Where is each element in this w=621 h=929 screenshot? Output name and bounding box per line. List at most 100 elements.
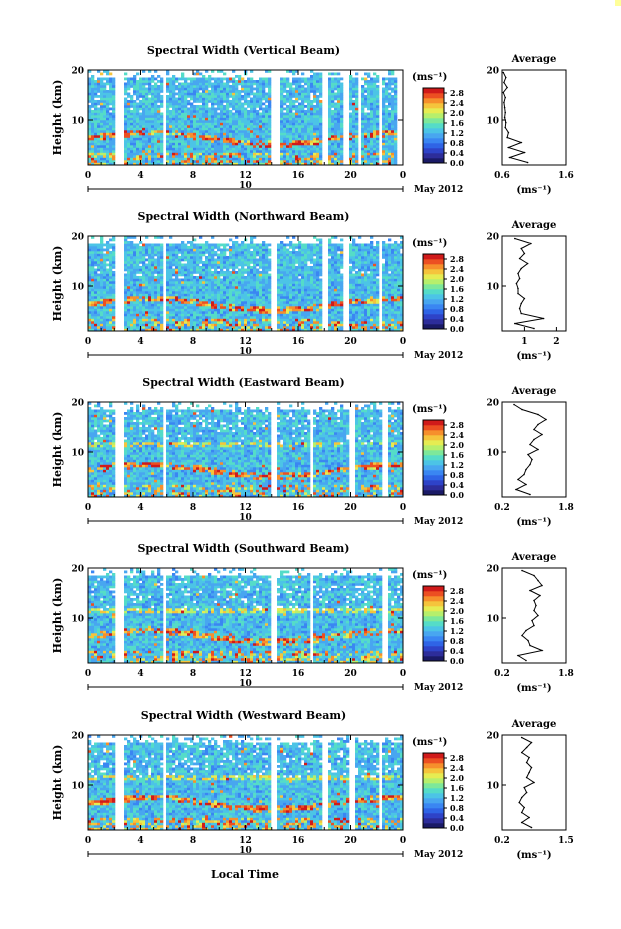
- heatmap-cell: [199, 122, 203, 126]
- heatmap-cell: [367, 80, 371, 83]
- heatmap-cell: [253, 145, 257, 148]
- heatmap-cell: [109, 72, 113, 76]
- heatmap-cell: [250, 132, 254, 136]
- heatmap-cell: [127, 246, 131, 249]
- heatmap-cell: [103, 137, 107, 141]
- heatmap-cell: [385, 100, 389, 103]
- heatmap-cell: [91, 236, 95, 239]
- heatmap-cell: [256, 157, 260, 161]
- heatmap-cell: [103, 276, 107, 279]
- heatmap-cell: [217, 273, 221, 277]
- heatmap-cell: [238, 95, 242, 98]
- heatmap-cell: [94, 117, 98, 121]
- heatmap-cell: [169, 95, 173, 98]
- heatmap-cell: [373, 77, 377, 81]
- heatmap-cell: [97, 291, 101, 294]
- heatmap-cell: [202, 268, 206, 272]
- heatmap-cell: [367, 147, 371, 151]
- heatmap-cell: [241, 286, 245, 289]
- heatmap-cell: [181, 77, 185, 81]
- heatmap-cell: [139, 281, 143, 284]
- heatmap-cell: [169, 162, 173, 166]
- heatmap-cell: [172, 125, 176, 128]
- heatmap-cell: [235, 100, 239, 103]
- heatmap-cell: [223, 326, 227, 329]
- heatmap-cell: [205, 122, 209, 126]
- heatmap-cell: [187, 160, 191, 163]
- heatmap-cell: [106, 313, 110, 317]
- heatmap-cell: [211, 266, 215, 269]
- heatmap-cell: [112, 323, 116, 327]
- heatmap-cell: [319, 142, 323, 146]
- heatmap-cell: [247, 80, 251, 83]
- heatmap-cell: [145, 90, 149, 93]
- heatmap-cell: [169, 125, 173, 128]
- heatmap-cell: [217, 150, 221, 153]
- heatmap-cell: [268, 87, 272, 91]
- heatmap-cell: [106, 328, 110, 332]
- heatmap-cell: [226, 266, 230, 269]
- heatmap-cell: [388, 150, 392, 153]
- heatmap-cell: [91, 160, 95, 163]
- heatmap-cell: [373, 145, 377, 148]
- heatmap-cell: [145, 288, 149, 292]
- heatmap-cell: [331, 105, 335, 108]
- heatmap-cell: [151, 137, 155, 141]
- heatmap-cell: [208, 283, 212, 287]
- heatmap-cell: [220, 303, 224, 307]
- heatmap-cell: [103, 127, 107, 131]
- heatmap-cell: [385, 85, 389, 88]
- heatmap-cell: [340, 87, 344, 91]
- heatmap-cell: [112, 236, 116, 239]
- heatmap-cell: [202, 243, 206, 247]
- heatmap-cell: [130, 147, 134, 151]
- heatmap-cell: [244, 283, 248, 287]
- heatmap-cell: [154, 328, 158, 332]
- heatmap-cell: [157, 283, 161, 287]
- heatmap-cell: [190, 140, 194, 143]
- heatmap-cell: [193, 162, 197, 166]
- heatmap-cell: [142, 258, 146, 262]
- heatmap-cell: [130, 110, 134, 113]
- heatmap-cell: [199, 311, 203, 314]
- heatmap-cell: [190, 120, 194, 123]
- heatmap-cell: [304, 120, 308, 123]
- heatmap-cell: [103, 318, 107, 322]
- heatmap-cell: [139, 77, 143, 81]
- heatmap-cell: [241, 77, 245, 81]
- heatmap-cell: [139, 303, 143, 307]
- heatmap-cell: [241, 241, 245, 244]
- heatmap-cell: [91, 258, 95, 262]
- heatmap-cell: [184, 130, 188, 133]
- heatmap-cell: [97, 110, 101, 113]
- heatmap-cell: [205, 135, 209, 138]
- heatmap-cell: [175, 276, 179, 279]
- heatmap-cell: [250, 77, 254, 81]
- heatmap-cell: [283, 115, 287, 118]
- heatmap-cell: [256, 127, 260, 131]
- heatmap-cell: [238, 248, 242, 252]
- heatmap-cell: [319, 150, 323, 153]
- heatmap-cell: [124, 273, 128, 277]
- colorbar-tick-label: 1.2: [450, 128, 464, 138]
- heatmap-cell: [178, 248, 182, 252]
- heatmap-cell: [208, 266, 212, 269]
- heatmap-cell: [178, 157, 182, 161]
- heatmap-cell: [166, 127, 170, 131]
- heatmap-cell: [217, 92, 221, 96]
- heatmap-cell: [148, 85, 152, 88]
- heatmap-cell: [382, 77, 386, 81]
- heatmap-cell: [292, 72, 296, 76]
- heatmap-cell: [214, 140, 218, 143]
- heatmap-cell: [151, 321, 155, 324]
- heatmap-cell: [382, 102, 386, 106]
- heatmap-cell: [184, 291, 188, 294]
- heatmap-cell: [133, 122, 137, 126]
- heatmap-cell: [199, 107, 203, 111]
- heatmap-cell: [166, 281, 170, 284]
- heatmap-cell: [190, 152, 194, 156]
- heatmap-cell: [169, 80, 173, 83]
- heatmap-cell: [124, 135, 128, 138]
- heatmap-cell: [337, 110, 341, 113]
- heatmap-cell: [250, 87, 254, 91]
